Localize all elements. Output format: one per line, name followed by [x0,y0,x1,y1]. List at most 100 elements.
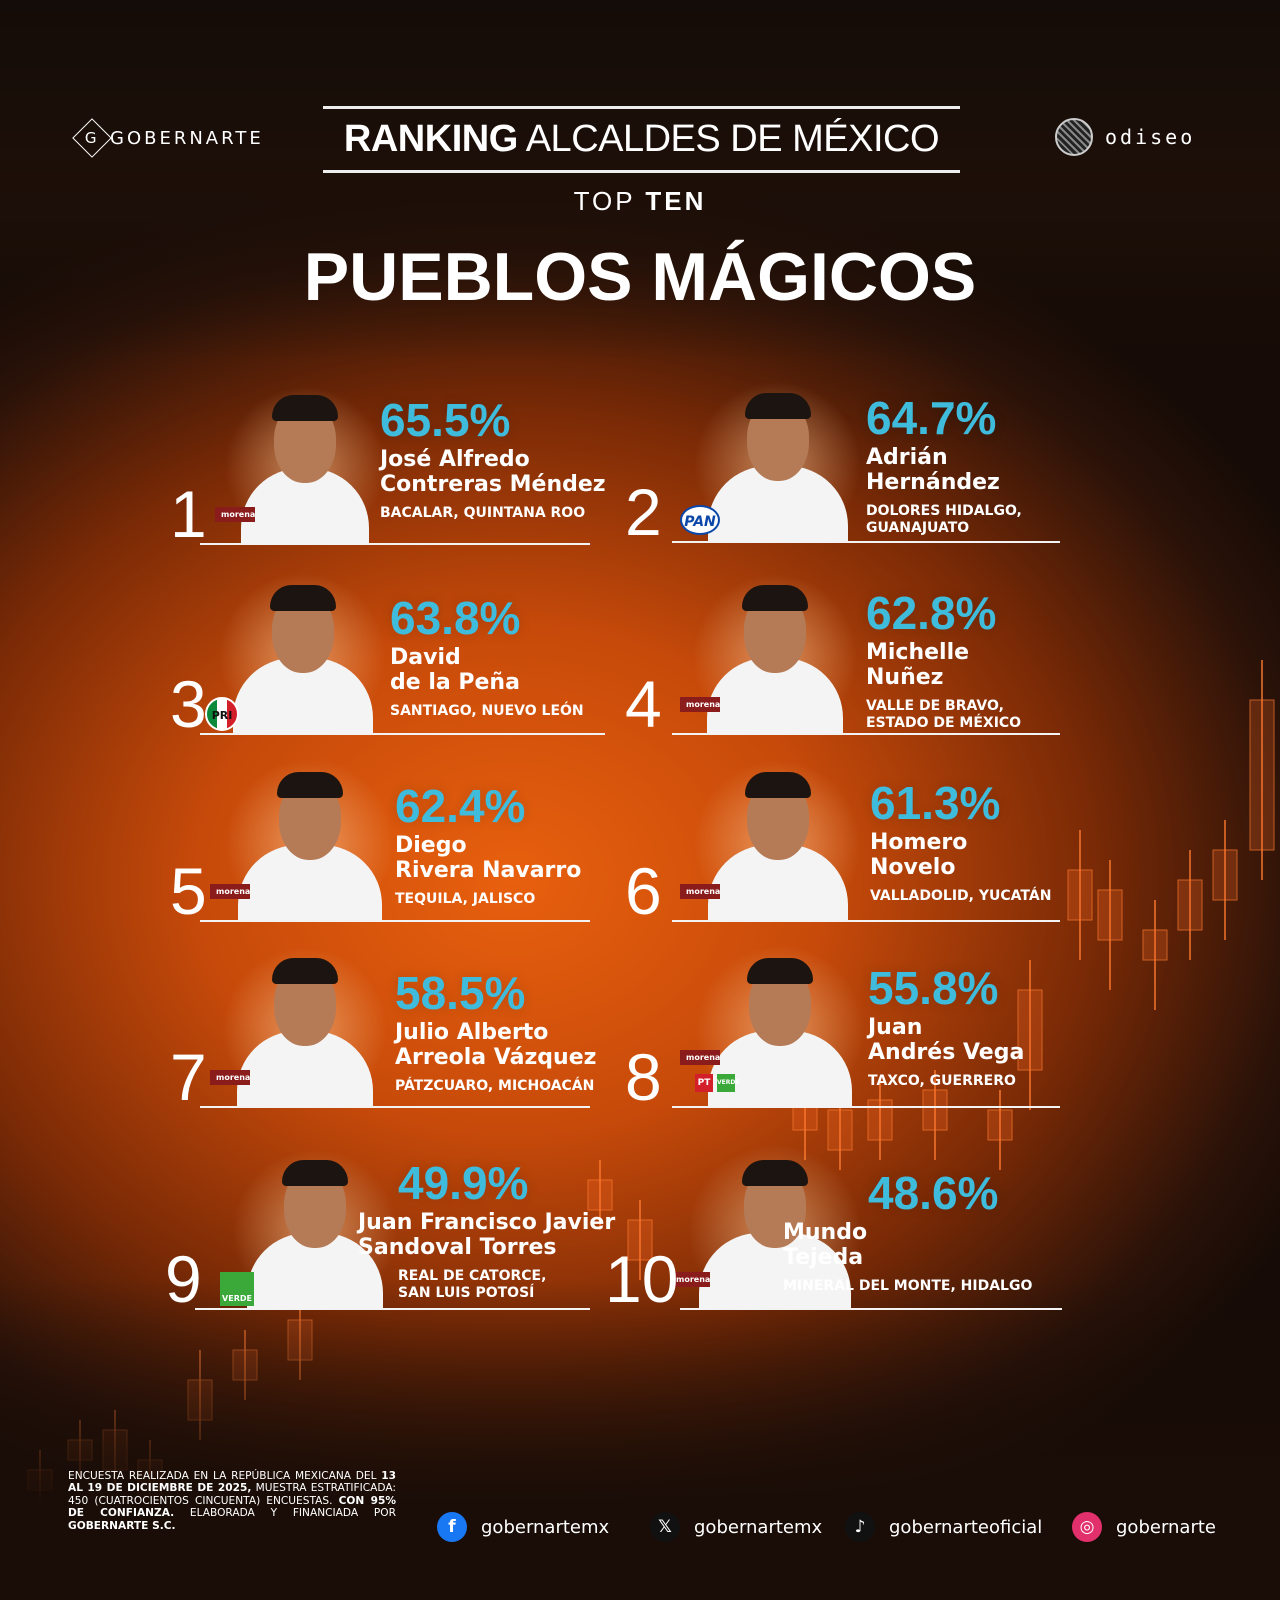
location-line: PÁTZCUARO, MICHOACÁN [395,1078,595,1094]
social-handle: gobernarteoficial [889,1516,1043,1538]
location-line: GUANAJUATO [866,520,970,536]
candle-body [922,1089,948,1131]
name-line: de la Peña [390,670,520,695]
candidate-photo [220,750,400,920]
municipality: DOLORES HIDALGO, GUANAJUATO [866,503,1126,537]
candidate-info: 62.8% Michelle Nuñez VALLE DE BRAVO, ESTAD… [866,590,1126,732]
candidate-name: David de la Peña [390,645,650,695]
verde-logo: VERDE [220,1272,254,1306]
candidate-photo [230,1138,400,1308]
municipality: REAL DE CATORCE, SAN LUIS POTOSÍ [398,1268,618,1302]
location-line: MINERAL DEL MONTE, HIDALGO [783,1278,1033,1294]
divider [323,170,960,173]
ranking-heading: RANKING ALCALDES DE MÉXICO [343,118,940,160]
underline [672,920,1060,922]
morena-logo: morena [210,1070,250,1085]
rank-number: 5 [170,854,207,928]
candidate-name: Adrián Hernández [866,445,1126,495]
underline [680,1308,1062,1310]
name-line: Homero [870,830,968,855]
location-line: REAL DE CATORCE, [398,1268,547,1284]
name-line: Rivera Navarro [395,858,582,883]
municipality: VALLADOLID, YUCATÁN [870,888,1130,905]
social-handle: gobernarte [1116,1516,1216,1538]
rank-number: 7 [170,1040,207,1114]
underline [200,543,590,545]
candidate-info: 63.8% David de la Peña SANTIAGO, NUEVO LE… [390,595,650,720]
municipality: TEQUILA, JALISCO [395,891,655,908]
approval-percent: 58.5% [395,967,526,1019]
candidate-info: 48.6% Mundo Tejeda MINERAL DEL MONTE, HID… [783,1170,1043,1295]
underline [672,1106,1060,1108]
name-line: Diego [395,833,467,858]
approval-percent: 62.8% [866,587,997,639]
rank-number: 8 [625,1040,662,1114]
page-title: PUEBLOS MÁGICOS [303,239,977,315]
candle-body [987,1109,1013,1141]
candle-body [1249,699,1275,851]
candidate-name: Mundo Tejeda [783,1220,1043,1270]
candle-body [1097,889,1123,941]
candle-body [1067,869,1093,921]
name-line: Sandoval Torres [358,1235,557,1260]
social-link[interactable]: f gobernartemx [437,1512,609,1542]
candidate-photo [690,936,870,1106]
name-line: Novelo [870,855,956,880]
morena-logo: morena [680,1050,720,1065]
pri-logo: PRI [205,697,239,731]
social-link[interactable]: ♪ gobernarteoficial [845,1512,1042,1542]
candidate-info: 64.7% Adrián Hernández DOLORES HIDALGO, GU… [866,395,1126,537]
rank-number: 3 [170,667,207,741]
candidate-photo [680,1138,870,1308]
morena-logo: morena [680,697,720,712]
location-line: VALLE DE BRAVO, [866,698,1004,714]
name-line: Juan [868,1015,923,1040]
location-line: DOLORES HIDALGO, [866,503,1022,519]
verde-logo: VERDE [717,1074,739,1092]
location-line: ESTADO DE MÉXICO [866,715,1022,731]
location-line: VALLADOLID, YUCATÁN [870,888,1052,904]
location-line: TAXCO, GUERRERO [868,1073,1016,1089]
approval-percent: 61.3% [870,777,1001,829]
underline [200,733,605,735]
candidate-name: Michelle Nuñez [866,640,1126,690]
candidate-info: 49.9% Juan Francisco Javier Sandoval Torr… [358,1160,618,1302]
name-line: Tejeda [783,1245,864,1270]
approval-percent: 64.7% [866,392,997,444]
name-line: Mundo [783,1220,868,1245]
divider [323,106,960,109]
candidate-photo [215,563,390,733]
top-ten-label: TOP TEN [573,186,707,216]
pt-logo: PT [695,1074,713,1092]
candle-body [1177,879,1203,931]
candle-body [587,1179,613,1211]
name-line: Arreola Vázquez [395,1045,597,1070]
rank-number: 2 [625,475,662,549]
underline [200,1106,590,1108]
rank-number: 4 [625,667,662,741]
survey-disclaimer: ENCUESTA REALIZADA EN LA REPÚBLICA MEXIC… [68,1470,397,1532]
approval-percent: 55.8% [868,962,999,1014]
candle-body [627,1219,653,1261]
candidate-info: 58.5% Julio Alberto Arreola Vázquez PÁTZC… [395,970,655,1095]
municipality: TAXCO, GUERRERO [868,1073,1128,1090]
location-line: SANTIAGO, NUEVO LEÓN [390,703,584,719]
pan-logo: PAN [680,505,720,535]
social-handle: gobernartemx [694,1516,823,1538]
candidate-name: José Alfredo Contreras Méndez [380,447,640,497]
name-line: Nuñez [866,665,944,690]
municipality: PÁTZCUARO, MICHOACÁN [395,1078,655,1095]
underline [200,920,590,922]
name-line: Hernández [866,470,1000,495]
name-line: David [390,645,461,670]
morena-logo: morena [670,1272,710,1287]
candle-body [1212,849,1238,901]
approval-percent: 62.4% [395,780,526,832]
social-handle: gobernartemx [481,1516,610,1538]
bottom-shade [0,1280,1280,1600]
candidate-photo [690,371,865,541]
rank-number: 1 [170,477,207,551]
morena-logo: morena [210,884,250,899]
social-link[interactable]: ◎ gobernarte [1072,1512,1216,1542]
